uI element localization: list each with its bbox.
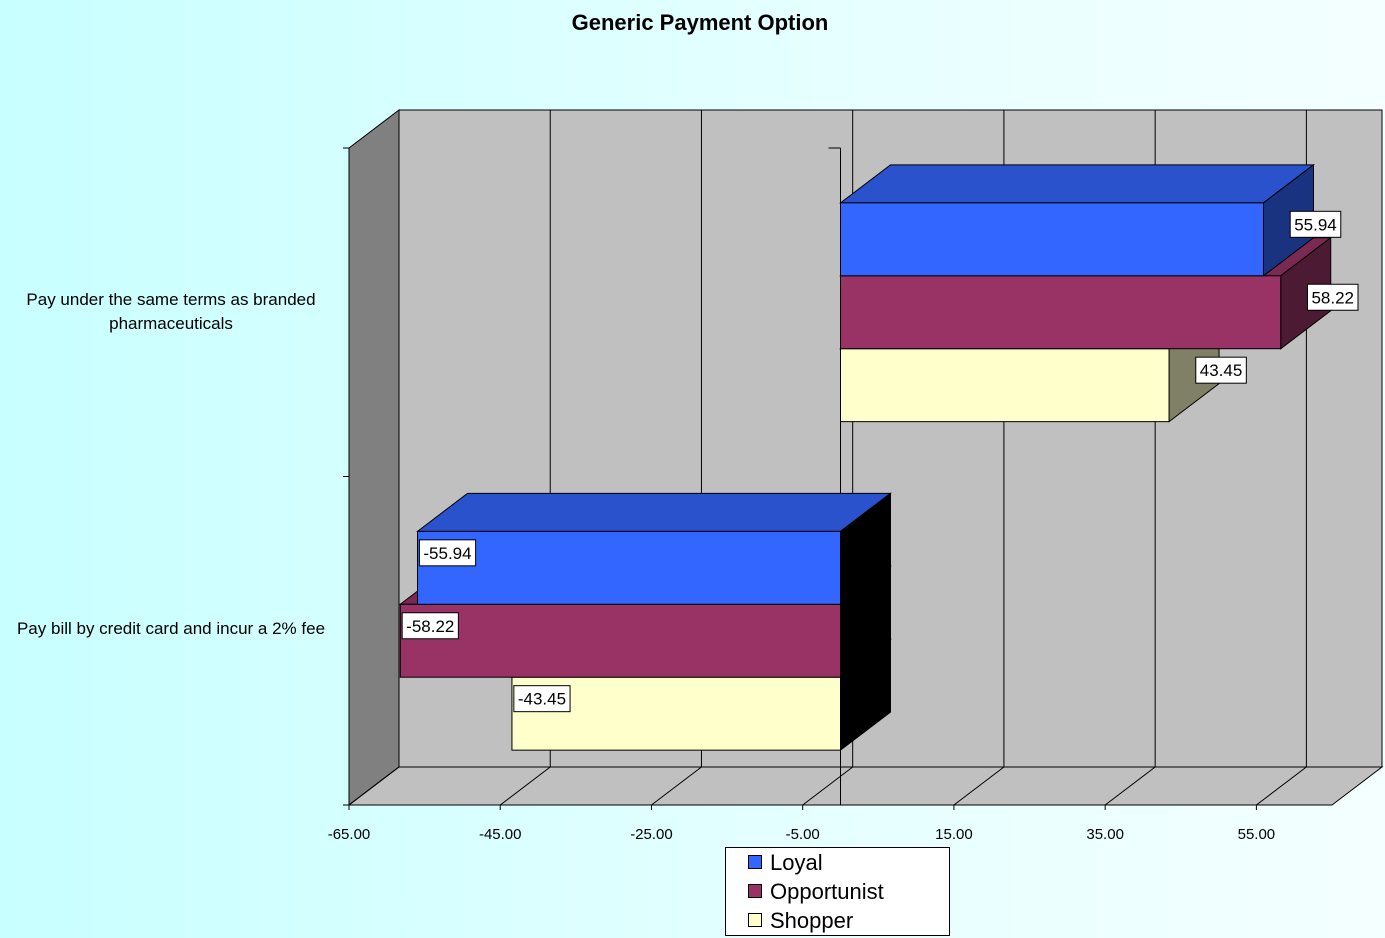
x-tick-label: -25.00 — [630, 826, 673, 843]
floor-grid-line — [1104, 766, 1156, 806]
data-label-text: 55.94 — [1294, 215, 1337, 234]
data-label-text: -43.45 — [518, 690, 566, 709]
floor-grid-line — [802, 766, 853, 806]
x-tick-label: -45.00 — [479, 826, 522, 843]
bars: 55.94 58.22 43.45 -55.94 -58.22 -43.45 — [398, 163, 1359, 752]
bar-front — [417, 530, 841, 605]
x-tick-label: 35.00 — [1086, 826, 1124, 843]
legend-swatch — [748, 855, 762, 869]
data-label-box — [513, 685, 571, 713]
bar-top — [416, 492, 892, 532]
data-label-box — [1306, 283, 1359, 311]
data-label-text: -58.22 — [406, 617, 454, 636]
data-label-text: 43.45 — [1200, 361, 1243, 380]
data-label: -43.45 — [513, 685, 571, 713]
data-label: 55.94 — [1289, 210, 1342, 238]
data-label-text: 58.22 — [1311, 288, 1354, 307]
data-label-box — [1289, 210, 1342, 238]
floor — [347, 766, 1384, 806]
side-wall — [348, 108, 400, 807]
bar-front — [840, 348, 1170, 423]
x-tick-label: 55.00 — [1238, 826, 1276, 843]
legend-item: Opportunist — [748, 877, 884, 906]
floor-grid-line — [953, 766, 1005, 806]
bar — [839, 163, 1315, 277]
bar-front — [840, 275, 1282, 350]
data-label-text: -55.94 — [423, 544, 471, 563]
x-tick-label: 15.00 — [935, 826, 973, 843]
bar-top — [839, 164, 1315, 204]
data-label-box — [1195, 356, 1247, 384]
floor-grid-line — [1256, 766, 1307, 806]
legend-item: Loyal — [748, 848, 823, 877]
floor-grid-line — [651, 766, 702, 806]
legend-swatch — [748, 913, 762, 927]
x-tick-label: -5.00 — [786, 826, 820, 843]
x-tick-label: -65.00 — [328, 826, 371, 843]
category-label: Pay under the same terms as branded phar… — [26, 290, 316, 334]
floor-grid-line — [348, 766, 400, 806]
legend-item: Shopper — [748, 906, 853, 935]
data-label-box — [401, 612, 459, 640]
category-label: Pay bill by credit card and incur a 2% f… — [16, 618, 326, 638]
bar — [416, 492, 892, 606]
data-label-box — [418, 539, 477, 567]
data-label: 43.45 — [1195, 356, 1247, 384]
bar-front — [399, 603, 841, 678]
chart-title: Generic Payment Option — [572, 10, 829, 35]
legend-swatch — [748, 884, 762, 898]
legend: Loyal Opportunist Shopper — [725, 847, 950, 936]
data-label: -55.94 — [418, 539, 477, 567]
data-label: -58.22 — [401, 612, 459, 640]
bar-front — [840, 202, 1264, 277]
floor-grid-line — [499, 766, 551, 806]
data-label: 58.22 — [1306, 283, 1359, 311]
